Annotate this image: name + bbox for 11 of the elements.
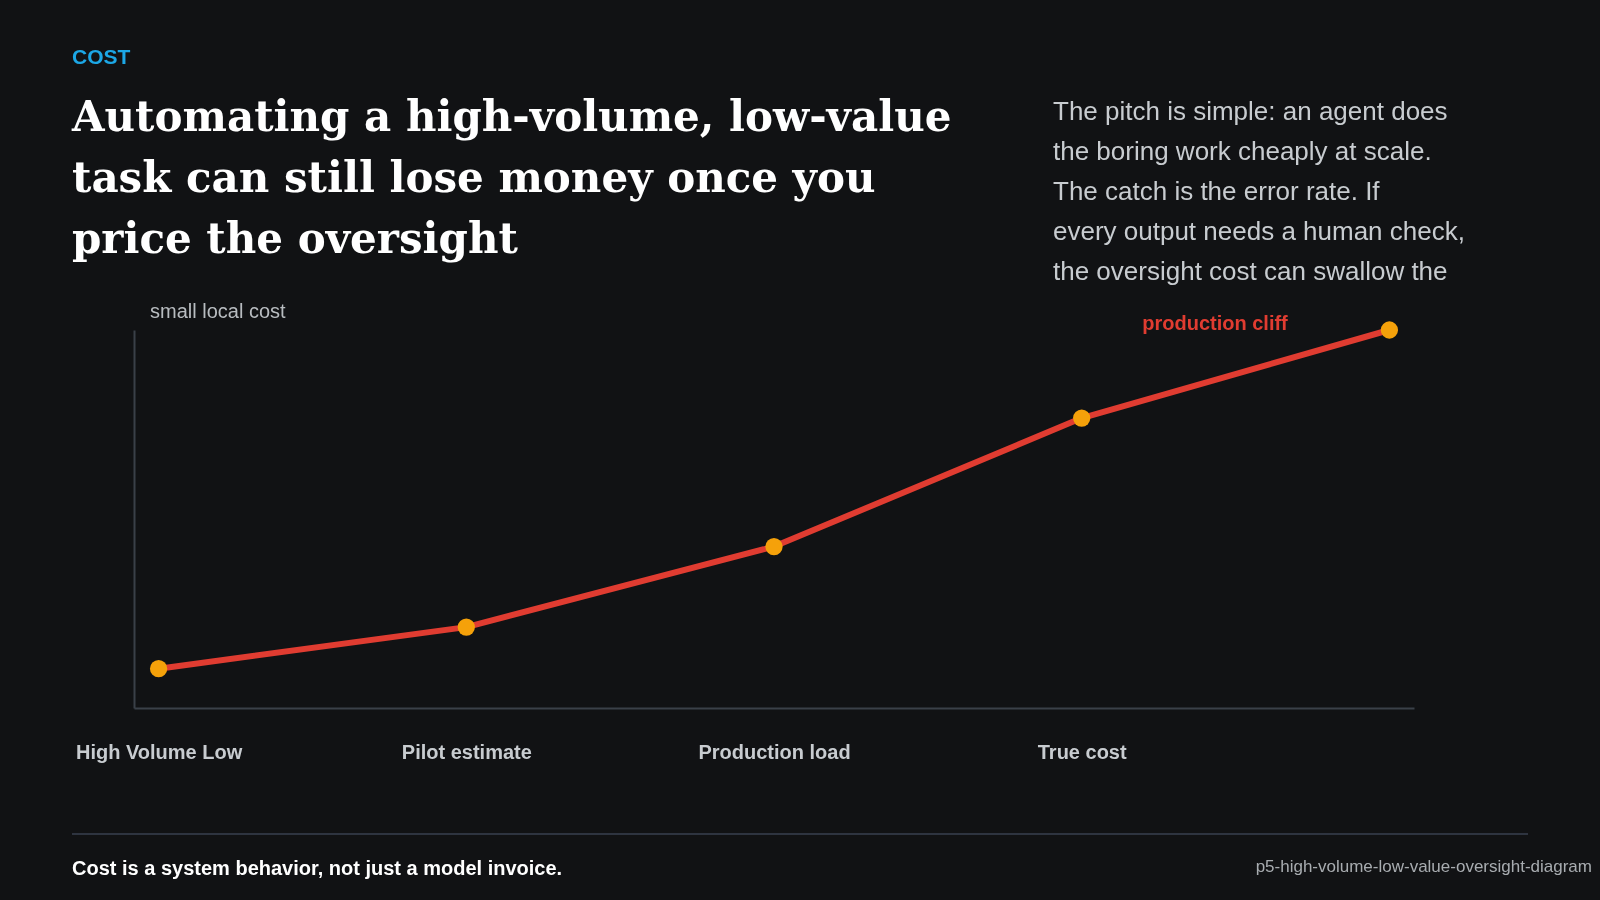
chart-subtitle: COST bbox=[72, 45, 131, 68]
text: Cost is a system behavior, not just a model invoice. bbox=[72, 857, 563, 879]
x-tick-label: True cost bbox=[1037, 740, 1127, 763]
y-axis-title: small local cost bbox=[150, 300, 287, 322]
annotation: production cliff bbox=[1142, 312, 1289, 334]
chart-title: Automating a high-volume, low-value task can still lose money once you price the oversight bbox=[71, 92, 952, 263]
x-tick-label: Production load bbox=[698, 740, 851, 763]
text: The pitch is simple: an agent does the boring work cheaply at scale. The catch is the error rate. If every output needs a human check, the oversight cost can swallow the bbox=[1053, 96, 1465, 286]
x-tick-label: High Volume Low bbox=[75, 740, 243, 763]
text: p5-high-volume-low-value-oversight-diagram bbox=[1255, 857, 1592, 876]
x-tick-label: Pilot estimate bbox=[401, 740, 532, 763]
